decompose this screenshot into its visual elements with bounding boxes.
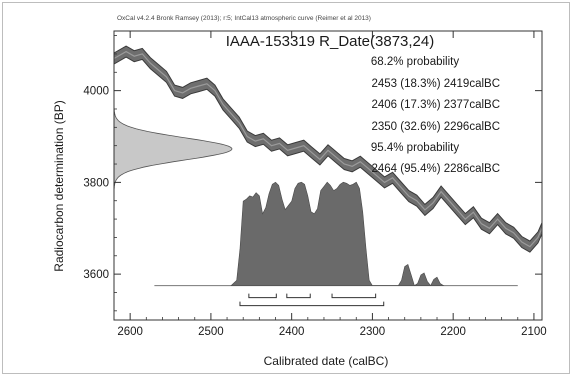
prob-68-range-3: 2350 (32.6%) 2296calBC (372, 121, 501, 133)
x-tick-label: 2300 (360, 326, 386, 338)
plot-border (113, 30, 543, 321)
calibration-curve-mean (113, 50, 543, 248)
y-tick-label: 3800 (83, 177, 109, 189)
prob-68-range-1: 2453 (18.3%) 2419calBC (372, 78, 501, 90)
x-tick-label: 2200 (440, 326, 466, 338)
range-68-bracket-3 (331, 293, 377, 299)
range-brackets-layer (239, 293, 385, 307)
range-95-bracket-1 (239, 301, 385, 307)
prob-68-range-2: 2406 (17.3%) 2377calBC (372, 99, 501, 111)
x-tick-label: 2100 (521, 326, 547, 338)
range-68-bracket-1 (248, 293, 277, 299)
probability-summary: 68.2% probability 2453 (18.3%) 2419calBC… (371, 56, 500, 175)
calibrated-distribution-layer (154, 181, 518, 287)
chart-title: IAAA-153319 R_Date(3873,24) (226, 33, 434, 50)
radiocarbon-distribution (113, 104, 233, 193)
radiocarbon-distribution-layer (113, 104, 233, 193)
x-tick-label: 2400 (279, 326, 305, 338)
x-tick-label: 2500 (198, 326, 224, 338)
calibration-credit: OxCal v4.2.4 Bronk Ramsey (2013); r:5; I… (117, 15, 371, 22)
x-tick-label: 2600 (117, 326, 143, 338)
calibrated-distribution (230, 181, 445, 287)
prob-95-range-1: 2464 (95.4%) 2286calBC (372, 163, 501, 175)
range-68-bracket-2 (286, 293, 311, 299)
prob-68-heading: 68.2% probability (371, 56, 459, 68)
y-tick-label: 3600 (83, 269, 109, 281)
y-axis-label: Radiocarbon determination (BP) (52, 100, 66, 271)
prob-95-heading: 95.4% probability (371, 142, 459, 154)
y-tick-label: 4000 (83, 86, 109, 98)
axis-ticks-layer: 2600 2500 2400 2300 2200 2100 3600 3800 4000 (83, 31, 547, 338)
chart-border (2, 2, 570, 374)
x-axis-label: Calibrated date (calBC) (264, 354, 389, 368)
